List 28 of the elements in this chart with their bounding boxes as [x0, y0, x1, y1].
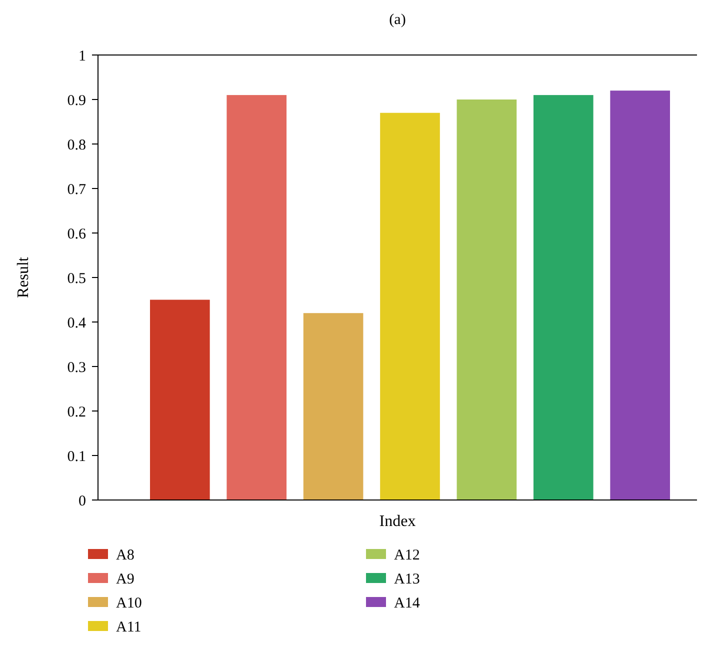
legend-label: A8	[116, 547, 134, 564]
legend-label: A13	[394, 571, 420, 588]
legend-label: A10	[116, 595, 142, 612]
bar	[456, 100, 517, 500]
bar	[380, 112, 440, 500]
y-tick-label: 0	[78, 493, 86, 510]
y-tick-label: 0.4	[67, 315, 86, 332]
bar	[226, 95, 287, 500]
legend-label: A14	[394, 595, 420, 612]
y-tick-label: 0.3	[67, 360, 86, 376]
y-tick-label: 0.9	[67, 92, 86, 109]
y-tick-label: 0.6	[67, 226, 86, 242]
y-axis-title: Result	[15, 256, 32, 298]
legend-label: A12	[394, 547, 420, 564]
legend-label: A11	[116, 619, 142, 636]
legend-label: A9	[116, 571, 134, 588]
y-tick-label: 0.7	[67, 182, 86, 198]
x-axis-title: Index	[379, 513, 416, 530]
bar	[303, 313, 364, 500]
chart-title: (a)	[389, 12, 406, 28]
y-tick-label: 0.5	[67, 270, 86, 287]
bar	[610, 90, 670, 500]
y-tick-label: 1	[78, 48, 86, 64]
y-tick-label: 0.8	[67, 137, 86, 154]
bar	[533, 95, 594, 500]
y-tick-label: 0.2	[67, 404, 86, 420]
y-tick-label: 0.1	[67, 448, 86, 465]
bar	[150, 300, 210, 500]
